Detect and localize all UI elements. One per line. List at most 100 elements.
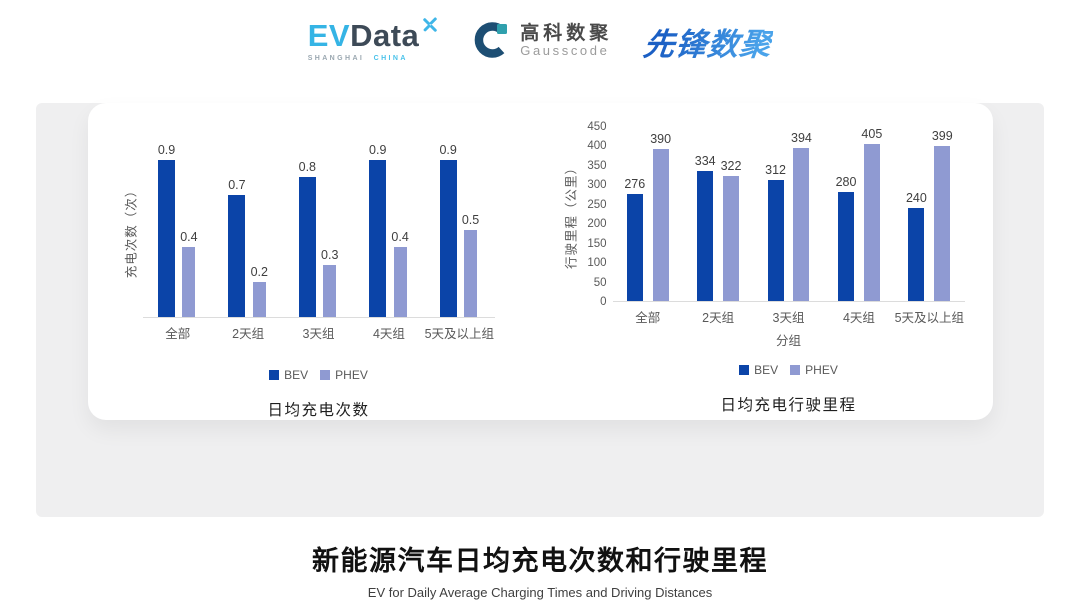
chart-daily-charging-times: 充电次数（次） 0.9 0.4 0.7 0.2 0.8 0.3 0.9 0.4 0.9 0.5 全部 2… [117,143,495,420]
y-axis-label: 行驶里程（公里） [564,160,578,269]
bar-pair: 312 394 [765,131,812,301]
data-label: 0.4 [391,230,409,244]
bar-wrap: 394 [791,131,812,301]
bar-wrap: 0.9 [439,142,457,317]
data-label: 280 [835,175,857,190]
data-label: 0.8 [298,160,317,174]
plot-column: 0.9 0.4 0.7 0.2 0.8 0.3 0.9 0.4 0.9 0.5 全部 2天组 3天组 4天… [142,143,495,420]
bar-pair: 276 390 [624,132,671,301]
gausscode-name-en: Gausscode [520,43,610,59]
evdata-wordmark: EV Data [308,17,440,53]
bar-wrap: 0.7 [228,178,246,317]
data-label: 394 [791,130,812,145]
y-tick-label: 200 [587,218,607,231]
category-label: 2天组 [232,327,265,341]
category-label: 3天组 [772,311,805,325]
legend: BEV PHEV [613,363,965,377]
gausscode-logo: 高科数聚 Gausscode [471,21,612,61]
bar-group: 0.7 0.2 [213,143,283,317]
data-label: 0.9 [439,142,457,157]
bar-phev [323,264,337,317]
y-axis: 行驶里程（公里） [557,127,583,302]
bar-group: 0.8 0.3 [283,143,353,317]
legend-swatch-bev [269,370,280,380]
legend-label: PHEV [805,363,838,377]
legend-label: BEV [284,368,309,382]
y-tick-label: 250 [587,198,607,211]
data-label: 240 [905,190,927,205]
chart-body: 行驶里程（公里） 0 50 100 150 200 250 300 350 400 450 276 39… [557,121,965,415]
bar-wrap: 399 [932,129,953,301]
bar-bev [626,193,643,301]
chart-title: 日均充电次数 [267,402,370,419]
bar-bev [697,171,714,301]
y-axis-label: 充电次数（次） [124,183,138,278]
data-label: 405 [861,126,883,141]
bar-group: 0.9 0.4 [143,143,213,317]
category-label: 2天组 [702,311,735,325]
bar-phev [723,175,740,301]
legend-label: BEV [754,363,779,377]
bar-phev [464,229,478,317]
gray-panel: 充电次数（次） 0.9 0.4 0.7 0.2 0.8 0.3 0.9 0.4 0.9 0.5 全部 2… [36,103,1044,517]
bar-wrap: 390 [650,132,671,301]
bar-wrap: 0.9 [158,143,175,317]
bar-phev [934,145,951,301]
category-label: 3天组 [302,327,335,341]
bar-pair: 0.9 0.4 [158,143,198,317]
bar-wrap: 312 [765,163,786,301]
logo-row: EV Data SHANGHAI CHINA 高科数聚 Gausscode [0,0,1080,62]
y-tick-label: 0 [600,296,607,308]
bar-pair: 0.8 0.3 [299,160,339,317]
bar-wrap: 0.8 [299,160,316,317]
bar-group: 0.9 0.5 [424,143,494,317]
bar-group: 276 390 [613,127,683,301]
y-axis-ticks: 0 50 100 150 200 250 300 350 400 450 [583,121,613,308]
category-labels: 全部 2天组 3天组 4天组 5天及以上组 [143,323,495,342]
bar-bev [158,159,175,317]
bar-wrap: 405 [861,126,883,301]
bar-pair: 0.7 0.2 [228,178,268,317]
bar-bev [908,207,925,301]
bar-wrap: 0.3 [321,247,339,317]
category-label: 5天及以上组 [894,311,965,325]
evdata-wordmark-data: Data [350,18,420,53]
plot-area: 0.9 0.4 0.7 0.2 0.8 0.3 0.9 0.4 0.9 0.5 [142,143,495,318]
sparkle-icon [423,17,438,32]
bar-group: 0.9 0.4 [354,143,424,317]
bar-pair: 334 322 [695,154,741,301]
legend-label: PHEV [335,368,368,382]
bar-bev [439,159,457,317]
bar-bev [228,194,246,317]
category-label: 全部 [635,311,661,325]
legend-swatch-bev [739,365,750,375]
chart-body: 充电次数（次） 0.9 0.4 0.7 0.2 0.8 0.3 0.9 0.4 0.9 0.5 全部 2… [117,143,495,420]
plot-column: 276 390 334 322 312 394 280 405 240 399 全部 2天组 3天组 4天… [612,127,965,415]
bar-group: 240 399 [894,127,964,301]
bar-wrap: 276 [624,177,645,301]
bar-group: 280 405 [824,127,894,301]
legend-item-phev: PHEV [790,363,838,377]
y-tick-label: 450 [587,121,607,133]
bar-wrap: 0.5 [461,212,480,317]
y-tick-label: 400 [587,140,607,153]
y-tick-label: 150 [587,237,607,250]
data-label: 0.5 [461,212,480,227]
charts-card: 充电次数（次） 0.9 0.4 0.7 0.2 0.8 0.3 0.9 0.4 0.9 0.5 全部 2… [88,103,993,420]
bar-bev [767,179,784,301]
category-label: 4天组 [372,327,405,341]
category-label: 5天及以上组 [424,327,495,341]
bar-wrap: 280 [835,175,857,301]
pioneer-logo: 先锋数聚 [642,19,774,64]
evdata-tagline-shanghai: SHANGHAI [307,55,365,62]
bar-group: 334 322 [683,127,753,301]
bar-phev [652,149,669,301]
gausscode-g-icon [475,22,508,58]
bar-pair: 0.9 0.4 [369,143,409,317]
footer: 新能源汽车日均充电次数和行驶里程 EV for Daily Average Ch… [0,539,1080,600]
data-label: 0.4 [180,230,198,244]
data-label: 0.3 [321,247,339,262]
bar-wrap: 334 [695,154,716,301]
gausscode-wordmark: 高科数聚 Gausscode [520,23,612,60]
